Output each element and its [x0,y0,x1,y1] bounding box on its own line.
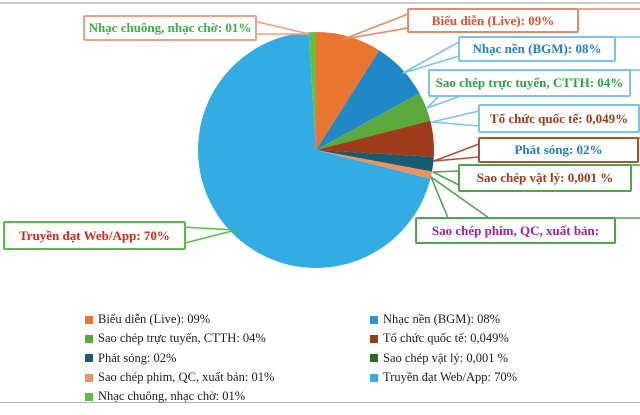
callout-pointer-nhac-chuong [253,20,310,35]
legend-swatch [85,315,93,324]
legend-item: Sao chép phim, QC, xuất bản: 01% [85,368,274,387]
callout-label-phat-song: Phát sóng: 02% [478,137,639,163]
callout-label-phim: Sao chép phim, QC, xuất bản: [415,217,616,244]
legend-swatch [85,392,93,401]
legend-label: Phát sóng: 02% [98,350,177,365]
pie-slice-3 [316,93,431,150]
legend-swatch [370,334,378,343]
legend-item: Truyền đạt Web/App: 70% [370,368,517,387]
pie-slice-8 [197,32,431,268]
pie-slice-4 [316,120,434,157]
callout-pointer-phat-song [433,143,480,162]
callout-label-ctth: Sao chép trực tuyến, CTTH: 04% [428,69,631,97]
legend-item: Biểu diễn (Live): 09% [85,310,274,329]
legend-swatch [85,373,93,382]
legend-swatch [370,373,378,382]
callout-label-to-chuc: Tổ chức quốc tế: 0,049% [478,104,640,133]
pie-slice-9 [308,31,316,150]
legend-swatch [85,354,93,363]
pie-slices-group [197,31,434,268]
legend-label: Biểu diễn (Live): 09% [98,312,211,327]
legend-label: Truyền đạt Web/App: 70% [383,370,518,385]
legend-item: Sao chép vật lý: 0,001 % [370,349,517,368]
legend-item: Phát sóng: 02% [85,349,274,368]
legend-label: Tổ chức quốc tế: 0,049% [383,331,509,346]
legend-label: Sao chép phim, QC, xuất bản: 01% [98,370,275,385]
legend-label: Sao chép vật lý: 0,001 % [383,350,508,365]
legend-swatch [370,315,378,324]
callout-label-nhac-nen: Nhạc nền (BGM): 08% [458,36,616,62]
legend-item: Nhạc chuông, nhạc chờ: 01% [85,387,274,406]
legend-label: Nhạc nền (BGM): 08% [383,312,500,327]
callout-label-nhac-chuong: Nhạc chuông, nhạc chờ: 01% [83,15,257,41]
legend-label: Sao chép trực tuyến, CTTH: 04% [98,331,266,346]
top-divider [0,2,640,4]
legend-item: Tổ chức quốc tế: 0,049% [370,329,517,348]
legend-column-right: Nhạc nền (BGM): 08% Tổ chức quốc tế: 0,04… [370,310,517,387]
pie-slice-2 [316,50,420,150]
callout-label-vat-ly: Sao chép vật lý: 0,001 % [458,164,632,192]
callout-pointer-bieu-dien [343,13,409,40]
callout-label-webapp: Truyền đạt Web/App: 70% [3,221,186,250]
legend-item: Nhạc nền (BGM): 08% [370,310,517,329]
legend-swatch [370,354,378,363]
pie-slice-1 [316,31,380,150]
legend-swatch [85,334,93,343]
pie-slice-5 [316,150,434,172]
pie-slice-7 [316,150,432,179]
legend-column-left: Biểu diễn (Live): 09% Sao chép trực tuyến… [85,310,274,406]
legend-label: Nhạc chuông, nhạc chờ: 01% [98,389,246,404]
callout-pointer-to-chuc [431,110,480,127]
legend-item: Sao chép trực tuyến, CTTH: 04% [85,329,274,348]
bottom-divider [0,402,640,403]
callout-pointer-webapp [180,226,237,245]
callout-label-bieu-dien: Biểu diễn (Live): 09% [407,8,579,33]
